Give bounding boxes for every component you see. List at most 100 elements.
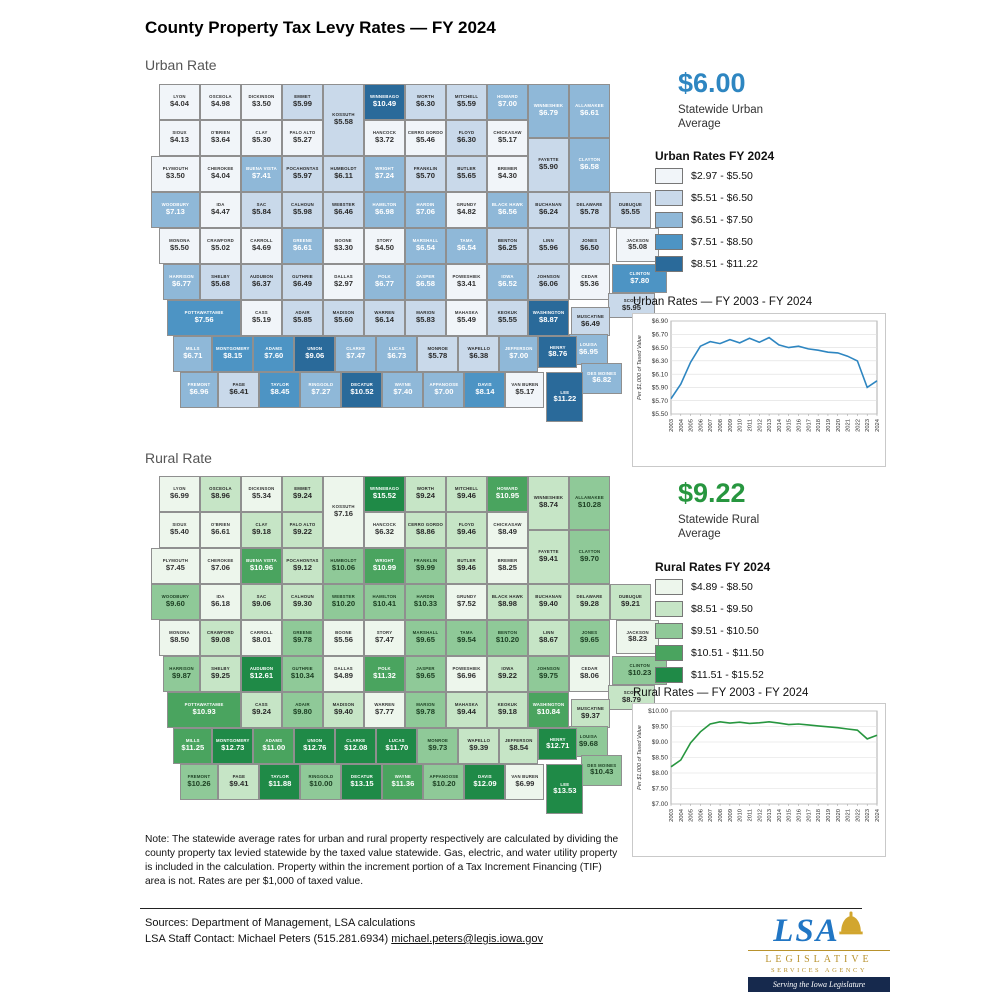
urban-county-webster: WEBSTER $6.46	[323, 192, 364, 228]
county-value: $8.76	[548, 349, 568, 359]
county-value: $9.41	[229, 779, 249, 789]
county-value: $9.39	[469, 743, 489, 753]
legend-swatch	[655, 601, 683, 617]
county-name: BENTON	[497, 630, 518, 636]
urban-county-washington: WASHINGTON $8.87	[528, 300, 569, 336]
county-name: WEBSTER	[332, 202, 355, 208]
urban-county-buena-vista: BUENA VISTA $7.41	[241, 156, 282, 192]
county-name: WAPELLO	[467, 346, 491, 352]
urban-county-kossuth: KOSSUTH $5.58	[323, 84, 364, 156]
county-value: $4.98	[210, 99, 230, 109]
urban-county-monroe: MONROE $5.78	[417, 336, 459, 372]
county-name: CLAYTON	[578, 157, 601, 163]
urban-county-mills: MILLS $6.71	[173, 336, 213, 372]
urban-county-davis: DAVIS $8.14	[464, 372, 506, 408]
county-name: BUENA VISTA	[246, 166, 277, 172]
svg-text:2021: 2021	[846, 419, 852, 432]
county-name: LINN	[543, 630, 554, 636]
urban-county-ida: IDA $4.47	[200, 192, 241, 228]
urban-county-decatur: DECATUR $10.52	[341, 372, 383, 408]
county-value: $7.77	[374, 707, 394, 717]
county-value: $3.50	[251, 99, 271, 109]
county-value: $10.43	[590, 767, 614, 777]
legend-row: $2.97 - $5.50	[655, 168, 758, 184]
urban-county-benton: BENTON $6.25	[487, 228, 528, 264]
county-name: PAGE	[232, 774, 246, 780]
county-value: $12.08	[344, 743, 368, 753]
county-name: APPANOOSE	[429, 382, 459, 388]
county-value: $9.18	[251, 527, 271, 537]
svg-text:2008: 2008	[718, 419, 724, 432]
svg-text:2019: 2019	[826, 809, 832, 822]
county-value: $9.40	[538, 599, 558, 609]
county-value: $9.41	[538, 554, 558, 564]
contact-line: LSA Staff Contact: Michael Peters (515.2…	[145, 933, 543, 945]
rural-average-value: $9.22	[678, 478, 746, 508]
urban-county-marshall: MARSHALL $6.54	[405, 228, 446, 264]
urban-county-winnebago: WINNEBAGO $10.49	[364, 84, 405, 120]
county-value: $6.99	[169, 491, 189, 501]
rural-county-dallas: DALLAS $4.89	[323, 656, 364, 692]
county-value: $5.08	[628, 242, 648, 252]
rural-county-worth: WORTH $9.24	[405, 476, 446, 512]
urban-county-marion: MARION $5.83	[405, 300, 446, 336]
urban-county-wayne: WAYNE $7.40	[382, 372, 424, 408]
county-value: $10.52	[350, 387, 374, 397]
county-value: $10.23	[628, 667, 652, 677]
county-name: JEFFERSON	[504, 738, 533, 744]
county-value: $8.86	[415, 527, 435, 537]
county-value: $7.00	[434, 387, 454, 397]
legend-label: $6.51 - $7.50	[691, 214, 753, 226]
lsa-logo-top: LSA	[748, 910, 890, 948]
county-value: $6.61	[210, 527, 230, 537]
urban-county-sioux: SIOUX $4.13	[159, 120, 200, 156]
county-value: $4.50	[374, 243, 394, 253]
svg-text:2022: 2022	[855, 809, 861, 822]
county-value: $6.73	[387, 351, 407, 361]
county-value: $7.13	[165, 207, 185, 217]
county-value: $12.71	[546, 741, 570, 751]
county-value: $7.41	[251, 171, 271, 181]
rural-county-chickasaw: CHICKASAW $8.49	[487, 512, 528, 548]
urban-county-poweshiek: POWESHIEK $3.41	[446, 264, 487, 300]
urban-county-audubon: AUDUBON $6.37	[241, 264, 282, 300]
urban-county-hardin: HARDIN $7.06	[405, 192, 446, 228]
urban-county-cedar: CEDAR $5.36	[569, 264, 610, 300]
county-value: $9.06	[251, 599, 271, 609]
urban-county-carroll: CARROLL $4.69	[241, 228, 282, 264]
county-name: WINNESHIEK	[533, 103, 564, 109]
county-name: GRUNDY	[456, 202, 477, 208]
county-name: WEBSTER	[332, 594, 355, 600]
urban-county-muscatine: MUSCATINE $6.49	[571, 307, 610, 336]
urban-county-taylor: TAYLOR $8.45	[259, 372, 301, 408]
county-name: HENRY	[549, 344, 566, 350]
svg-text:Per $1,000 of Taxed Value: Per $1,000 of Taxed Value	[637, 725, 643, 790]
svg-text:$8.00: $8.00	[652, 770, 669, 777]
county-name: LEE	[560, 781, 570, 787]
contact-email-link[interactable]: michael.peters@legis.iowa.gov	[391, 933, 544, 945]
county-name: IOWA	[501, 666, 514, 672]
svg-text:2013: 2013	[767, 419, 773, 432]
lsa-tagline-banner: Serving the Iowa Legislature	[748, 977, 890, 992]
rural-county-appanoose: APPANOOSE $10.20	[423, 764, 465, 800]
county-name: LOUISA	[579, 733, 598, 739]
rural-county-kossuth: KOSSUTH $7.16	[323, 476, 364, 548]
county-name: BREMER	[497, 558, 518, 564]
county-name: RINGGOLD	[308, 382, 334, 388]
urban-county-clay: CLAY $5.30	[241, 120, 282, 156]
county-name: POCAHONTAS	[286, 558, 319, 564]
rural-county-buchanan: BUCHANAN $9.40	[528, 584, 569, 620]
county-name: HARDIN	[416, 202, 435, 208]
svg-text:$8.50: $8.50	[652, 755, 669, 762]
county-name: BOONE	[335, 630, 352, 636]
county-name: LYON	[173, 94, 186, 100]
county-value: $6.99	[515, 779, 535, 789]
county-value: $10.26	[187, 779, 211, 789]
county-value: $9.65	[415, 635, 435, 645]
county-name: MONTGOMERY	[216, 738, 250, 744]
urban-county-worth: WORTH $6.30	[405, 84, 446, 120]
county-value: $6.50	[579, 243, 599, 253]
urban-county-appanoose: APPANOOSE $7.00	[423, 372, 465, 408]
legend-swatch	[655, 645, 683, 661]
county-value: $5.97	[292, 171, 312, 181]
